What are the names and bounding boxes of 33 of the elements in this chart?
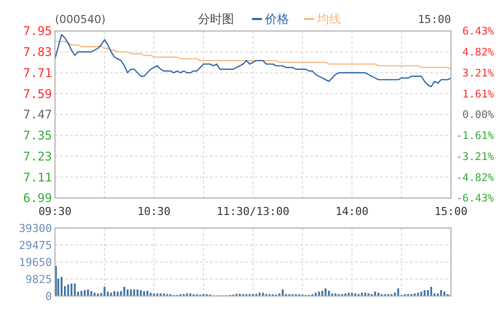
y-tick-label: 19650 <box>18 256 52 269</box>
y-tick-label: 7.11 <box>23 170 52 184</box>
y-tick-label: 7.59 <box>23 86 52 101</box>
chart-title: (000540) <box>55 13 106 26</box>
x-tick-label: 09:30 <box>38 205 72 218</box>
y-tick-label: 39300 <box>18 222 52 235</box>
y-tick-label: 7.95 <box>23 24 52 38</box>
chart-subtitle: 分时图 <box>198 12 234 26</box>
y2-tick-label: 1.61% <box>462 88 495 100</box>
y2-tick-label: 0.00% <box>462 109 495 122</box>
text: 15:00 <box>418 13 451 26</box>
y-tick-label: 9825 <box>26 272 52 286</box>
x-tick-label: 10:30 <box>137 205 171 218</box>
legend-label: 均线 <box>316 12 341 26</box>
y-tick-label: 7.83 <box>23 45 52 60</box>
y-tick-label: 29475 <box>18 238 52 252</box>
y-tick-label: 0 <box>45 290 52 303</box>
x-tick-label: 11:30/13:00 <box>216 205 290 218</box>
y2-tick-label: -6.43% <box>456 192 495 205</box>
y-tick-label: 7.71 <box>23 66 52 80</box>
y2-tick-label: 3.21% <box>462 67 495 80</box>
y2-tick-label: 6.43% <box>462 26 495 38</box>
x-tick-label: 14:00 <box>335 205 369 218</box>
y2-tick-label: -1.61% <box>456 130 495 142</box>
y2-tick-label: 4.82% <box>462 46 495 59</box>
y-tick-label: 7.35 <box>23 128 52 143</box>
y-tick-label: 7.47 <box>23 108 52 122</box>
y-tick-label: 7.23 <box>23 149 52 164</box>
legend-label: 价格 <box>264 12 289 26</box>
x-tick-label: 15:00 <box>434 205 468 218</box>
y2-tick-label: -3.21% <box>456 150 495 163</box>
y-tick-label: 6.99 <box>23 191 52 206</box>
y2-tick-label: -4.82% <box>456 172 495 184</box>
